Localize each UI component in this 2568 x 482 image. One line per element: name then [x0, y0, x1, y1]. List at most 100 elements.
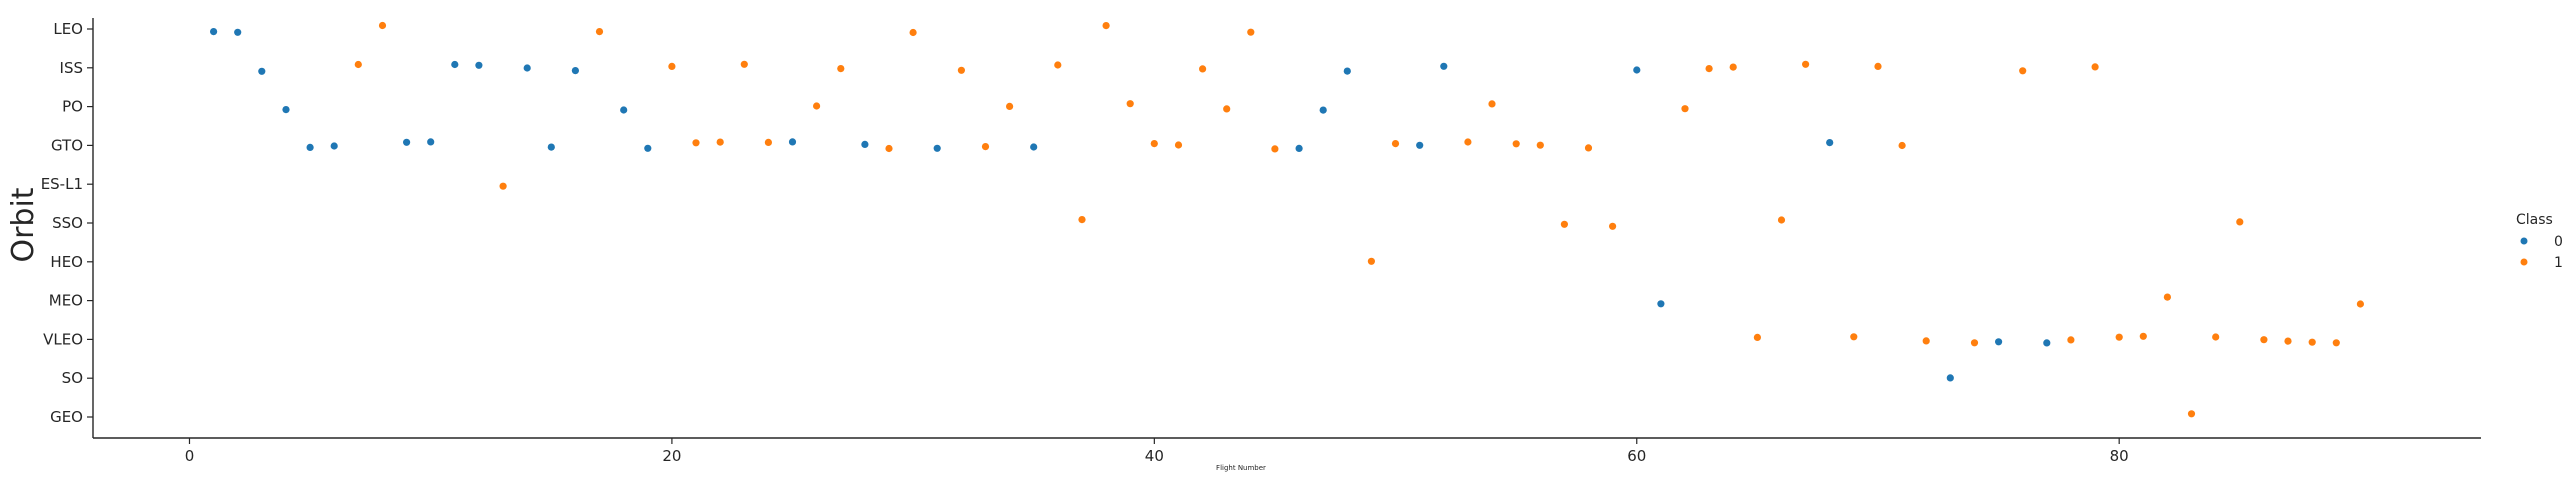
scatter-point-class-0	[644, 144, 652, 152]
legend-title: Class	[2516, 212, 2553, 228]
scatter-point-class-1	[1922, 337, 1930, 345]
scatter-point-class-1	[2260, 336, 2268, 344]
y-tick-label: ISS	[60, 59, 83, 77]
y-tick-label: ES-L1	[41, 175, 83, 193]
scatter-point-class-1	[1488, 100, 1496, 108]
x-tick-label: 20	[662, 447, 681, 465]
scatter-point-class-1	[2187, 410, 2196, 418]
legend: Class 0 1	[2516, 212, 2563, 271]
scatter-point-class-0	[523, 64, 531, 72]
scatter-point-class-1	[813, 102, 821, 110]
scatter-point-class-1	[764, 138, 773, 146]
y-tick-label: LEO	[53, 20, 83, 38]
scatter-point-class-1	[378, 21, 387, 30]
scatter-point-class-0	[403, 138, 411, 146]
scatter-point-class-1	[1536, 141, 1544, 149]
scatter-point-class-1	[1753, 333, 1761, 341]
scatter-point-class-1	[1054, 61, 1062, 69]
scatter-point-class-1	[909, 28, 917, 37]
scatter-point-class-1	[1102, 22, 1110, 30]
scatter-point-class-0	[620, 106, 628, 114]
scatter-point-class-1	[1464, 138, 1472, 146]
scatter-point-class-1	[1705, 65, 1713, 73]
scatter-point-class-1	[1850, 333, 1858, 341]
scatter-point-class-1	[1126, 100, 1134, 108]
scatter-point-class-1	[668, 62, 676, 70]
scatter-point-class-0	[1633, 66, 1641, 74]
y-tick-label: PO	[62, 98, 83, 116]
scatter-point-class-0	[1440, 62, 1448, 70]
y-tick-label: SO	[62, 369, 83, 387]
scatter-point-class-1	[716, 138, 724, 146]
scatter-point-class-1	[2284, 337, 2292, 345]
scatter-point-class-1	[1223, 105, 1231, 113]
x-tick-label: 80	[2110, 447, 2129, 465]
scatter-point-class-1	[1247, 28, 1255, 36]
scatter-point-class-0	[861, 140, 869, 148]
scatter-point-class-0	[282, 106, 290, 114]
scatter-point-class-0	[306, 143, 314, 151]
scatter-point-class-0	[1416, 141, 1424, 149]
scatter-point-class-1	[1199, 65, 1207, 73]
scatter-point-class-1	[1174, 141, 1183, 149]
scatter-point-class-0	[258, 67, 266, 75]
y-axis-title: Orbit	[6, 187, 41, 262]
scatter-point-class-0	[1319, 106, 1327, 114]
scatter-point-class-0	[1343, 67, 1351, 75]
scatter-point-class-1	[1150, 140, 1158, 148]
scatter-point-class-1	[837, 65, 845, 73]
x-tick-label: 60	[1627, 447, 1646, 465]
scatter-point-class-1	[1898, 141, 1906, 150]
x-tick-label: 0	[185, 447, 195, 465]
scatter-point-class-0	[933, 144, 941, 152]
scatter-point-class-1	[1609, 222, 1617, 230]
scatter-point-class-1	[1874, 62, 1882, 70]
scatter-point-class-0	[475, 61, 483, 69]
legend-label-0: 0	[2554, 234, 2563, 250]
scatter-point-class-1	[1367, 257, 1375, 265]
scatter-point-class-0	[210, 28, 218, 36]
scatter-point-class-1	[740, 60, 748, 68]
y-tick-label: VLEO	[43, 330, 83, 348]
scatter-point-class-1	[1681, 105, 1689, 113]
scatter-point-class-1	[1729, 63, 1737, 71]
scatter-point-class-1	[1391, 140, 1400, 148]
scatter-point-class-1	[2163, 293, 2171, 301]
scatter-point-class-1	[1271, 145, 1279, 153]
scatter-point-class-0	[2043, 339, 2051, 347]
y-tick-label: GEO	[50, 408, 83, 426]
scatter-point-class-1	[1512, 140, 1520, 148]
scatter-point-class-1	[354, 60, 362, 69]
scatter-point-class-0	[1826, 139, 1834, 147]
scatter-point-class-1	[2115, 333, 2123, 341]
scatter-point-class-0	[451, 60, 459, 69]
scatter-point-class-0	[1030, 143, 1038, 151]
x-tick-label: 40	[1145, 447, 1164, 465]
scatter-point-class-0	[1295, 144, 1303, 152]
scatter-point-class-1	[1560, 220, 1568, 228]
y-tick-label: GTO	[51, 136, 83, 154]
scatter-point-class-1	[2091, 63, 2099, 71]
data-points	[210, 21, 2364, 418]
scatter-point-class-0	[234, 28, 242, 36]
x-axis-ticks: 0 20 40 60 80	[185, 438, 2129, 465]
scatter-point-class-1	[957, 66, 966, 74]
scatter-point-class-1	[885, 144, 893, 153]
scatter-point-class-1	[2332, 339, 2340, 347]
scatter-point-class-0	[1657, 300, 1665, 308]
scatter-point-class-0	[788, 138, 797, 146]
scatter-point-class-1	[2212, 333, 2220, 341]
scatter-point-class-0	[1946, 374, 1954, 382]
y-tick-label: HEO	[50, 253, 83, 271]
scatter-point-class-1	[2067, 336, 2075, 344]
scatter-point-class-1	[1777, 216, 1786, 224]
scatter-point-class-1	[595, 28, 604, 36]
y-tick-label: SSO	[52, 214, 83, 232]
scatter-point-class-1	[2139, 332, 2147, 340]
scatter-point-class-1	[981, 143, 990, 151]
scatter-point-class-0	[330, 142, 338, 150]
scatter-point-class-1	[499, 182, 507, 190]
x-axis-title: Flight Number	[1216, 464, 1266, 472]
scatter-point-class-1	[1970, 339, 1979, 347]
